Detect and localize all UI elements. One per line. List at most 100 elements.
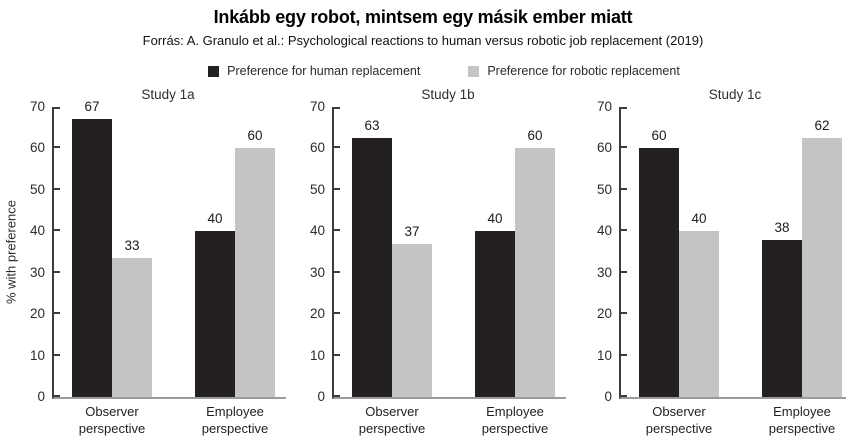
bar-value-label: 63 — [364, 118, 380, 134]
bar-robotic-replacement — [235, 148, 275, 397]
bar-value-label: 67 — [84, 99, 100, 115]
bar-human-replacement — [762, 239, 802, 397]
page-title: Inkább egy robot, mintsem egy másik embe… — [213, 7, 633, 27]
panel-title: Study 1b — [421, 87, 475, 102]
y-tick-label: 70 — [29, 99, 45, 114]
y-tick-mark — [334, 107, 340, 109]
source-subtitle: Forrás: A. Granulo et al.: Psychological… — [142, 33, 704, 48]
bar-value-label: 40 — [207, 211, 223, 227]
bar-value-label: 60 — [527, 128, 543, 144]
bar-value-label: 33 — [124, 238, 140, 254]
plot-area: 60 40 Observer perspective 38 62 Employee per… — [619, 107, 846, 436]
bar-value-label: 38 — [774, 219, 790, 235]
bar-robotic-replacement — [679, 231, 719, 397]
y-tick-mark — [54, 312, 60, 315]
y-tick-label: 10 — [596, 347, 612, 363]
y-tick-mark — [54, 187, 60, 190]
y-tick-mark — [334, 229, 340, 232]
legend-label-human: Preference for human replacement — [227, 64, 421, 78]
y-tick-mark — [621, 107, 627, 109]
plot-area: 63 37 Observer perspective 40 60 Employee per… — [332, 107, 566, 436]
y-axis: 0 10 20 30 40 50 60 70 — [302, 99, 332, 404]
y-tick-mark — [54, 229, 60, 232]
chart-panel-study-1c: Study 1c 0 10 20 30 40 50 60 70 60 40 Observer pe… — [589, 87, 846, 436]
bar-robotic-replacement — [112, 258, 152, 397]
panel-title: Study 1a — [141, 87, 195, 102]
y-axis-label: % with preference — [3, 199, 19, 305]
y-tick-mark — [54, 146, 60, 149]
legend-swatch-human — [208, 65, 220, 77]
y-tick-mark — [621, 146, 627, 149]
y-axis-label-column: % with preference — [0, 107, 22, 397]
y-tick-mark — [621, 229, 627, 232]
chart-panel-study-1a: Study 1a % with preference 0 10 20 30 40 50 60… — [0, 87, 286, 436]
bar-robotic-replacement — [392, 243, 432, 397]
bar-human-replacement — [639, 148, 679, 397]
y-tick-label: 0 — [604, 389, 612, 404]
y-tick-mark — [334, 395, 340, 397]
category-label: Employee perspective — [201, 404, 269, 436]
y-tick-label: 40 — [29, 223, 45, 239]
charts-row: Study 1a % with preference 0 10 20 30 40 50 60… — [0, 87, 846, 436]
bar-value-label: 62 — [814, 118, 830, 134]
y-axis: 0 10 20 30 40 50 60 70 — [589, 99, 619, 404]
y-tick-mark — [334, 146, 340, 149]
y-tick-label: 60 — [596, 140, 612, 156]
bar-human-replacement — [475, 231, 515, 397]
y-tick-label: 30 — [596, 264, 612, 280]
y-tick-label: 60 — [29, 140, 45, 156]
legend-swatch-robotic — [468, 65, 480, 77]
y-tick-label: 50 — [309, 181, 325, 197]
y-tick-mark — [621, 312, 627, 315]
y-tick-label: 50 — [29, 181, 45, 197]
bar-value-label: 37 — [404, 223, 420, 239]
category-label: Employee perspective — [768, 404, 836, 436]
y-tick-label: 70 — [596, 99, 612, 114]
category-label: Employee perspective — [481, 404, 549, 436]
bar-value-label: 60 — [247, 128, 263, 144]
bar-human-replacement — [72, 119, 112, 397]
y-tick-mark — [621, 395, 627, 397]
y-tick-mark — [334, 187, 340, 190]
y-tick-mark — [334, 312, 340, 315]
y-tick-mark — [54, 270, 60, 273]
y-tick-label: 10 — [309, 347, 325, 363]
y-tick-label: 10 — [29, 347, 45, 363]
y-tick-label: 20 — [596, 306, 612, 322]
y-tick-label: 60 — [309, 140, 325, 156]
y-tick-label: 0 — [37, 389, 45, 404]
y-tick-mark — [621, 270, 627, 273]
bar-value-label: 40 — [691, 211, 707, 227]
y-tick-mark — [621, 187, 627, 190]
y-tick-label: 30 — [29, 264, 45, 280]
bar-human-replacement — [352, 138, 392, 397]
y-tick-mark — [334, 270, 340, 273]
y-tick-label: 50 — [596, 181, 612, 197]
bar-human-replacement — [195, 231, 235, 397]
y-tick-label: 30 — [309, 264, 325, 280]
y-tick-mark — [54, 353, 60, 356]
bar-robotic-replacement — [515, 148, 555, 397]
panel-title: Study 1c — [708, 87, 762, 102]
bar-value-label: 60 — [651, 128, 667, 144]
y-tick-mark — [54, 107, 60, 109]
legend-item-robotic: Preference for robotic replacement — [468, 64, 680, 78]
y-tick-label: 0 — [317, 389, 325, 404]
category-label: Observer perspective — [358, 404, 426, 436]
y-tick-label: 70 — [309, 99, 325, 114]
category-label: Observer perspective — [78, 404, 146, 436]
y-axis: 0 10 20 30 40 50 60 70 — [22, 99, 52, 404]
y-tick-mark — [334, 353, 340, 356]
y-tick-label: 40 — [596, 223, 612, 239]
chart-panel-study-1b: Study 1b 0 10 20 30 40 50 60 70 63 37 Observer pe… — [302, 87, 566, 436]
legend-label-robotic: Preference for robotic replacement — [487, 64, 680, 78]
legend-item-human: Preference for human replacement — [208, 64, 420, 78]
plot-area: 67 33 Observer perspective 40 60 Employee per… — [52, 99, 286, 436]
y-tick-label: 20 — [29, 306, 45, 322]
y-tick-mark — [621, 353, 627, 356]
y-tick-label: 40 — [309, 223, 325, 239]
y-tick-mark — [54, 395, 60, 397]
bar-robotic-replacement — [802, 138, 842, 397]
category-label: Observer perspective — [645, 404, 713, 436]
y-tick-label: 20 — [309, 306, 325, 322]
